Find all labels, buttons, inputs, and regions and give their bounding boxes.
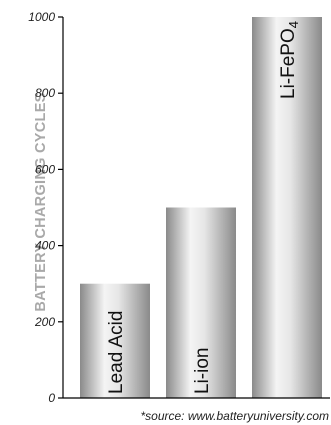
y-tick-label: 400: [35, 239, 55, 253]
bar-label: Li-FePO4: [278, 21, 301, 99]
y-tick-label: 600: [35, 162, 55, 176]
y-axis-label: BATTERY CHARGING CYCLES: [33, 92, 49, 311]
source-annotation: *source: www.batteryuniversity.com: [140, 409, 329, 423]
y-tick-label: 200: [34, 315, 55, 329]
bar-lead-acid: [80, 283, 150, 398]
bar-label: Li-ion: [192, 348, 213, 394]
bar-li-fepo4: [252, 17, 322, 398]
bar-li-ion: [166, 207, 236, 398]
y-tick-label: 0: [48, 391, 55, 405]
bar-label: Lead Acid: [106, 311, 127, 394]
y-tick-label: 800: [35, 86, 55, 100]
y-tick-label: 1000: [28, 10, 55, 24]
